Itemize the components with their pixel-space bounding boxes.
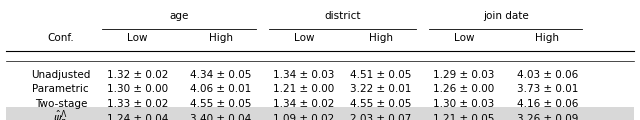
Text: 1.09 ± 0.02: 1.09 ± 0.02 xyxy=(273,114,335,120)
Text: 4.55 ± 0.05: 4.55 ± 0.05 xyxy=(190,99,252,109)
Text: 1.34 ± 0.03: 1.34 ± 0.03 xyxy=(273,70,335,80)
Text: 4.03 ± 0.06: 4.03 ± 0.06 xyxy=(516,70,578,80)
Text: Conf.: Conf. xyxy=(47,33,74,43)
Text: 1.33 ± 0.02: 1.33 ± 0.02 xyxy=(107,99,168,109)
Text: 1.30 ± 0.00: 1.30 ± 0.00 xyxy=(107,84,168,94)
Text: age: age xyxy=(170,11,189,21)
FancyBboxPatch shape xyxy=(6,107,634,120)
Text: $\hat{\psi}_n^{\Lambda}$: $\hat{\psi}_n^{\Lambda}$ xyxy=(54,109,68,120)
Text: 3.73 ± 0.01: 3.73 ± 0.01 xyxy=(516,84,578,94)
Text: Low: Low xyxy=(454,33,474,43)
Text: 4.06 ± 0.01: 4.06 ± 0.01 xyxy=(190,84,252,94)
Text: 1.32 ± 0.02: 1.32 ± 0.02 xyxy=(107,70,168,80)
Text: 3.22 ± 0.01: 3.22 ± 0.01 xyxy=(350,84,412,94)
Text: 1.26 ± 0.00: 1.26 ± 0.00 xyxy=(433,84,495,94)
Text: 4.16 ± 0.06: 4.16 ± 0.06 xyxy=(516,99,578,109)
Text: join date: join date xyxy=(483,11,529,21)
Text: 1.21 ± 0.05: 1.21 ± 0.05 xyxy=(433,114,495,120)
Text: 1.29 ± 0.03: 1.29 ± 0.03 xyxy=(433,70,495,80)
Text: Unadjusted: Unadjusted xyxy=(31,70,90,80)
Text: 1.34 ± 0.02: 1.34 ± 0.02 xyxy=(273,99,335,109)
Text: Two-stage: Two-stage xyxy=(35,99,87,109)
Text: 3.40 ± 0.04: 3.40 ± 0.04 xyxy=(190,114,252,120)
Text: Low: Low xyxy=(294,33,314,43)
Text: High: High xyxy=(209,33,233,43)
Text: 4.34 ± 0.05: 4.34 ± 0.05 xyxy=(190,70,252,80)
Text: 1.21 ± 0.00: 1.21 ± 0.00 xyxy=(273,84,335,94)
Text: High: High xyxy=(369,33,393,43)
Text: 3.26 ± 0.09: 3.26 ± 0.09 xyxy=(516,114,578,120)
Text: High: High xyxy=(535,33,559,43)
Text: Parametric: Parametric xyxy=(33,84,89,94)
Text: 2.03 ± 0.07: 2.03 ± 0.07 xyxy=(350,114,412,120)
Text: 4.55 ± 0.05: 4.55 ± 0.05 xyxy=(350,99,412,109)
Text: 1.30 ± 0.03: 1.30 ± 0.03 xyxy=(433,99,495,109)
Text: 1.24 ± 0.04: 1.24 ± 0.04 xyxy=(107,114,168,120)
Text: 4.51 ± 0.05: 4.51 ± 0.05 xyxy=(350,70,412,80)
Text: district: district xyxy=(324,11,361,21)
Text: Low: Low xyxy=(127,33,148,43)
